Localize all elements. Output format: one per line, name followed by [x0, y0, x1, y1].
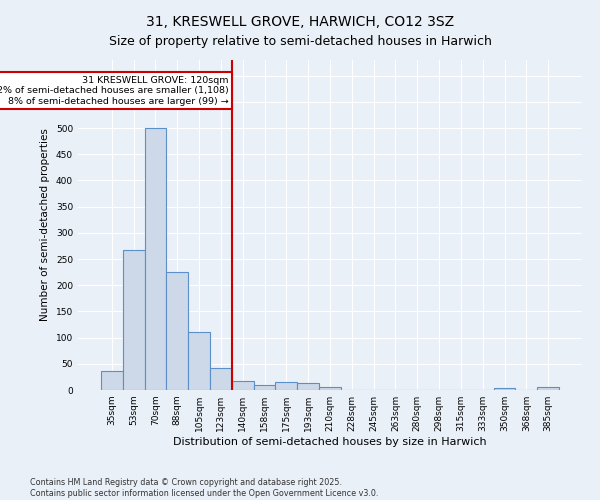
Bar	[188, 332, 210, 390]
Bar	[210, 368, 232, 390]
X-axis label: Distribution of semi-detached houses by size in Harwich: Distribution of semi-detached houses by …	[173, 437, 487, 447]
Text: Size of property relative to semi-detached houses in Harwich: Size of property relative to semi-detach…	[109, 35, 491, 48]
Bar	[297, 382, 319, 390]
Bar	[275, 382, 297, 390]
Bar	[166, 272, 188, 390]
Bar	[319, 387, 341, 390]
Y-axis label: Number of semi-detached properties: Number of semi-detached properties	[40, 128, 50, 322]
Text: Contains HM Land Registry data © Crown copyright and database right 2025.
Contai: Contains HM Land Registry data © Crown c…	[30, 478, 379, 498]
Bar	[145, 128, 166, 390]
Bar	[232, 381, 254, 390]
Bar	[123, 250, 145, 390]
Bar	[494, 388, 515, 390]
Bar	[101, 371, 123, 390]
Text: 31, KRESWELL GROVE, HARWICH, CO12 3SZ: 31, KRESWELL GROVE, HARWICH, CO12 3SZ	[146, 15, 454, 29]
Bar	[254, 385, 275, 390]
Bar	[537, 388, 559, 390]
Text: 31 KRESWELL GROVE: 120sqm
← 92% of semi-detached houses are smaller (1,108)
8% o: 31 KRESWELL GROVE: 120sqm ← 92% of semi-…	[0, 76, 229, 106]
